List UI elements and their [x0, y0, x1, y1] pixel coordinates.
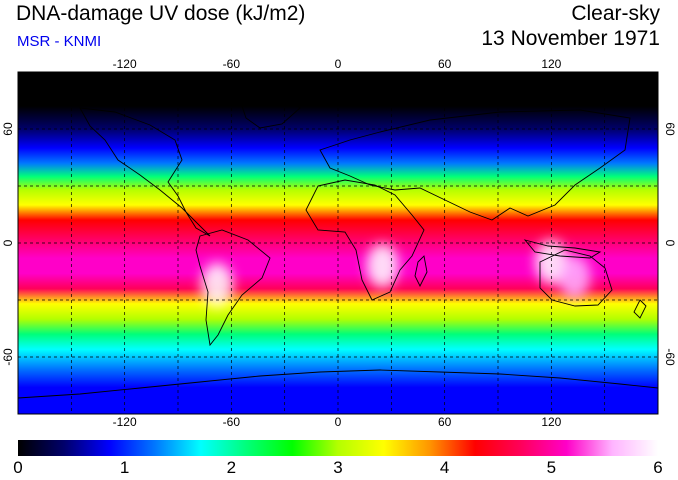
longitude-label-bottom: -60 [223, 415, 241, 429]
longitude-label-top: 0 [335, 57, 342, 71]
coastlines [18, 95, 658, 399]
longitude-label-top: -60 [223, 57, 241, 71]
colorbar-tick-label: 4 [439, 458, 450, 477]
latitude-labels-right: 60 0 -60 [663, 122, 677, 366]
longitude-labels-top: -120 -60 0 60 120 [113, 57, 562, 71]
latitude-label-right: 0 [663, 240, 677, 247]
antarctica-coast [18, 369, 658, 399]
indonesia-coast [523, 239, 602, 259]
graticule [18, 72, 658, 414]
madagascar-coast [414, 255, 428, 288]
hotspot-south-america [201, 262, 234, 307]
longitude-label-top: 120 [541, 57, 561, 71]
latitude-labels-left: 60 0 -60 [1, 122, 15, 366]
new-zealand-coast [633, 299, 647, 319]
colorbar-tick-label: 2 [226, 458, 237, 477]
longitude-label-bottom: -120 [113, 415, 137, 429]
longitude-label-bottom: 0 [335, 415, 342, 429]
hotspot-southern-africa [366, 243, 399, 288]
title: DNA-damage UV dose (kJ/m2) [16, 2, 306, 25]
south-america-coast [195, 229, 271, 347]
longitude-labels-bottom: -120 -60 0 60 120 [113, 415, 562, 429]
uv-hotspots [201, 240, 591, 307]
colorbar-tick-label: 0 [13, 458, 23, 477]
colorbar [18, 440, 658, 456]
longitude-label-bottom: 120 [541, 415, 561, 429]
source-label: MSR - KNMI [17, 33, 102, 50]
hotspot-north-australia [558, 255, 591, 300]
eurasia-coast [319, 109, 631, 221]
date-label: 13 November 1971 [481, 27, 660, 50]
colorbar-tick-label: 1 [119, 458, 130, 477]
colorbar-tick-label: 5 [546, 458, 557, 477]
latitude-label-left: 60 [1, 122, 15, 136]
latitude-label-left: 0 [1, 239, 15, 246]
sky-condition-label: Clear-sky [571, 2, 660, 25]
map-frame [17, 71, 659, 415]
north-america-coast [79, 107, 211, 237]
australia-coast [539, 249, 613, 307]
longitude-label-top: -120 [113, 57, 137, 71]
colorbar-tick-label: 6 [653, 458, 663, 477]
longitude-label-top: 60 [438, 57, 452, 71]
longitude-label-bottom: 60 [438, 415, 452, 429]
africa-coast [305, 179, 425, 301]
latitude-label-left: -60 [1, 348, 15, 366]
latitude-label-right: 60 [663, 122, 677, 136]
colorbar-labels: 0 1 2 3 4 5 6 [0, 458, 678, 478]
colorbar-tick-label: 3 [333, 458, 343, 477]
latitude-label-right: -60 [663, 348, 677, 366]
